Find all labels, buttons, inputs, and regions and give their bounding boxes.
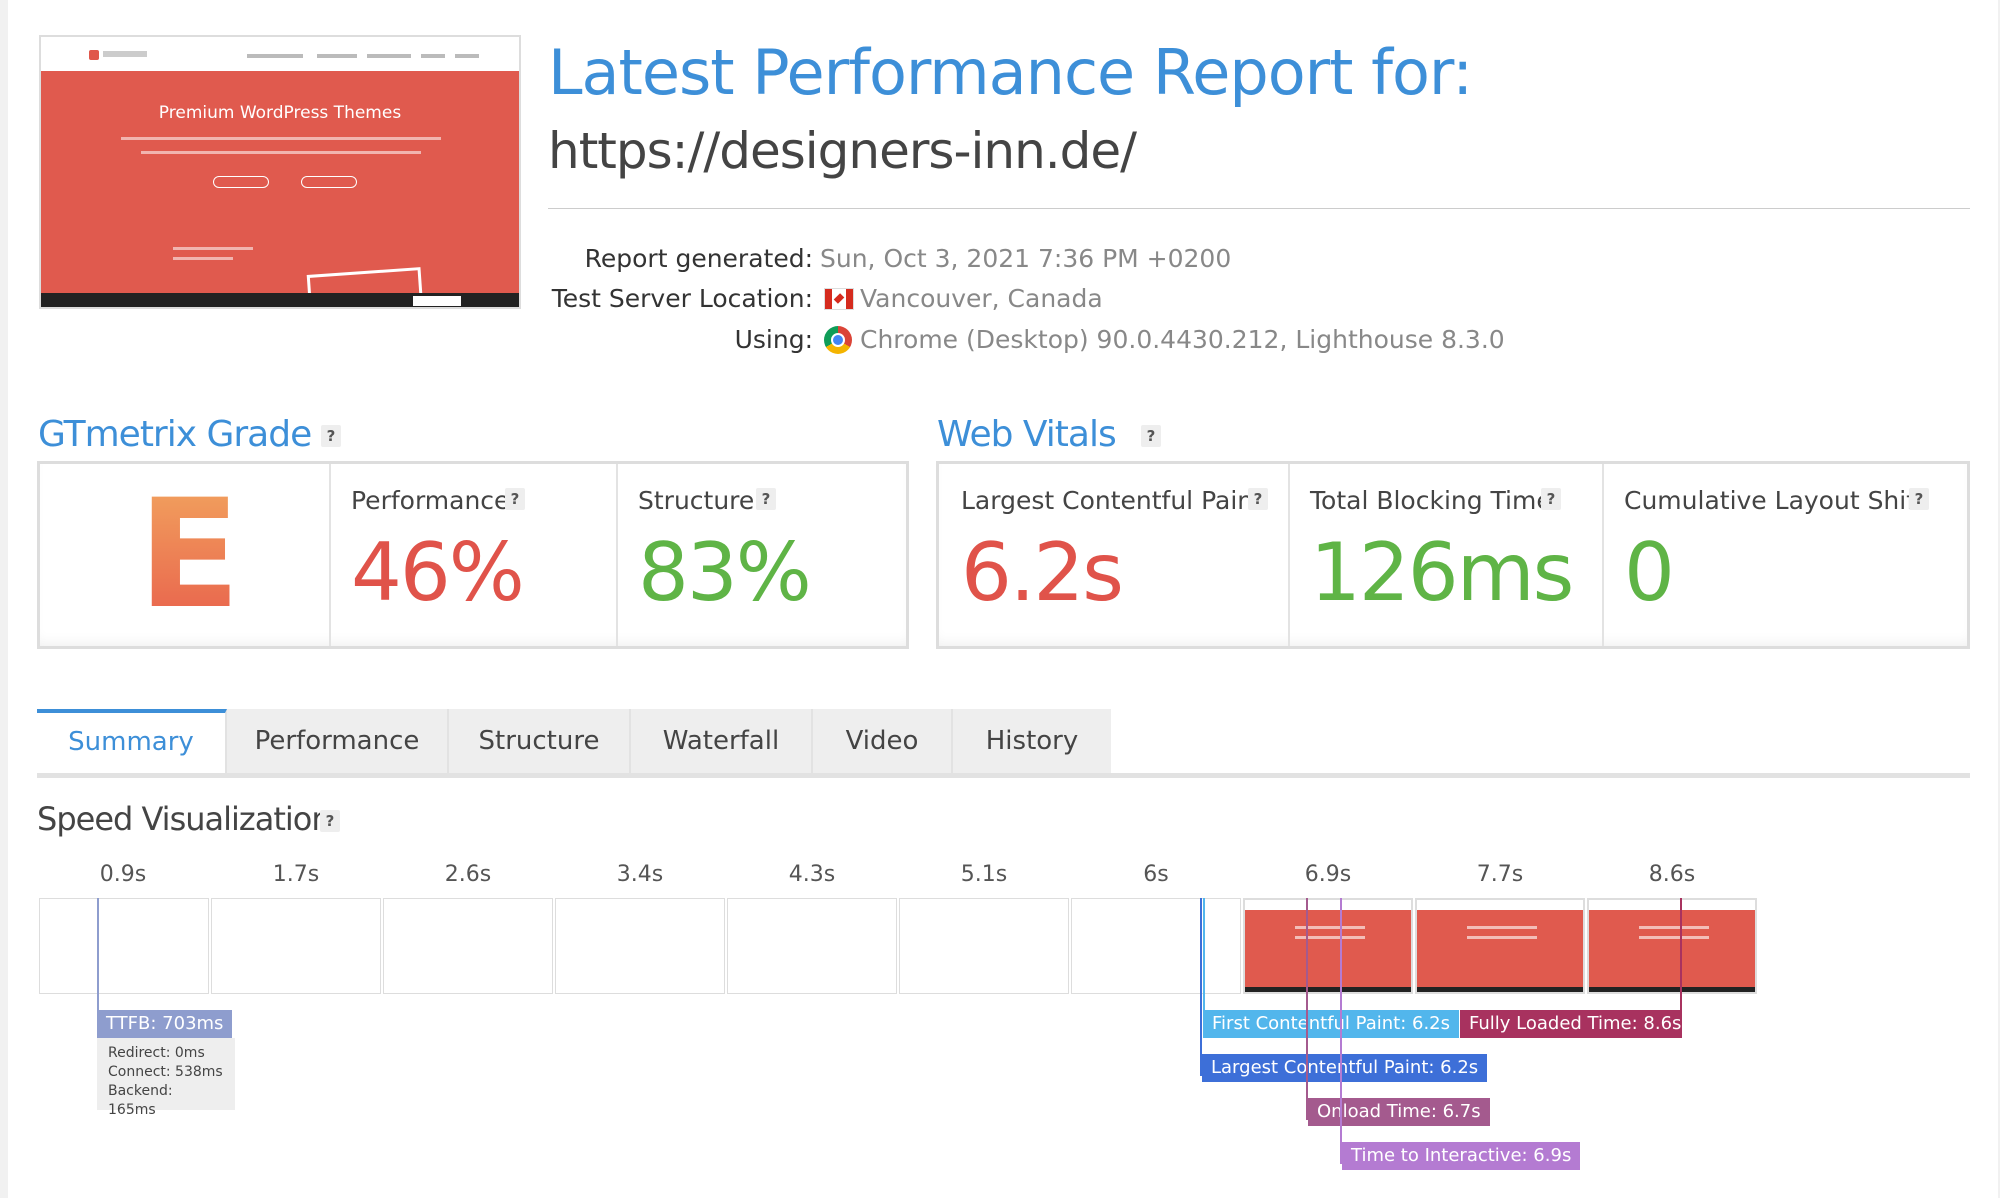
tick-label: 0.9s <box>99 862 147 887</box>
ttfb-connect: Connect: 538ms <box>108 1064 223 1080</box>
site-screenshot-thumbnail[interactable]: Premium WordPress Themes <box>39 35 521 309</box>
report-page: Premium WordPress Themes Latest Performa… <box>8 0 1998 1198</box>
fully-loaded-marker-line <box>1680 898 1682 1034</box>
performance-label: Performance <box>351 486 510 515</box>
tab-waterfall[interactable]: Waterfall <box>631 709 813 773</box>
lcp-help-icon[interactable]: ? <box>1248 488 1268 510</box>
tick-label: 4.3s <box>788 862 836 887</box>
tbt-help-icon[interactable]: ? <box>1541 488 1561 510</box>
gtmetrix-grade-panel: E Performance ? 46% Structure ? 83% <box>37 461 909 649</box>
tick-label: 8.6s <box>1648 862 1696 887</box>
thumbnail-nav <box>41 37 519 71</box>
filmstrip-frame-rendered[interactable] <box>1587 898 1757 994</box>
filmstrip-frame[interactable] <box>211 898 381 994</box>
ttfb-breakdown: Redirect: 0ms Connect: 538ms Backend: 16… <box>97 1038 235 1118</box>
chrome-icon <box>824 326 852 354</box>
tti-label[interactable]: Time to Interactive: 6.9s <box>1342 1142 1581 1170</box>
lcp-marker-label[interactable]: Largest Contentful Paint: 6.2s <box>1202 1054 1488 1082</box>
report-generated-label: Report generated: <box>584 244 813 273</box>
tab-structure[interactable]: Structure <box>449 709 631 773</box>
tick-label: 3.4s <box>616 862 664 887</box>
report-generated-value: Sun, Oct 3, 2021 7:36 PM +0200 <box>820 244 1232 273</box>
onload-marker-line <box>1306 898 1308 1120</box>
tab-history[interactable]: History <box>953 709 1111 773</box>
tti-marker-line <box>1340 898 1342 1164</box>
cls-cell: Cumulative Layout Shift ? 0 <box>1602 464 1967 646</box>
tick-label: 1.7s <box>272 862 320 887</box>
filmstrip-frame[interactable] <box>39 898 209 994</box>
lcp-cell: Largest Contentful Paint ? 6.2s <box>939 464 1290 646</box>
tick-label: 2.6s <box>444 862 492 887</box>
thumbnail-cookie-bar <box>41 293 519 307</box>
ttfb-redirect: Redirect: 0ms <box>108 1045 205 1061</box>
fcp-marker-line <box>1203 898 1205 1010</box>
cls-help-icon[interactable]: ? <box>1909 488 1929 510</box>
structure-label: Structure <box>638 486 755 515</box>
structure-help-icon[interactable]: ? <box>756 488 776 510</box>
tabs-underline <box>37 773 1970 778</box>
tick-label: 6.9s <box>1304 862 1352 887</box>
filmstrip-frame[interactable] <box>555 898 725 994</box>
performance-help-icon[interactable]: ? <box>505 488 525 510</box>
performance-cell: Performance ? 46% <box>329 464 618 646</box>
speed-visualization-help-icon[interactable]: ? <box>320 810 340 832</box>
thumbnail-logo-icon <box>89 50 99 60</box>
structure-value: 83% <box>638 526 812 619</box>
tab-performance[interactable]: Performance <box>227 709 449 773</box>
cls-value: 0 <box>1624 526 1675 619</box>
web-vitals-title: Web Vitals <box>937 414 1117 455</box>
tab-video[interactable]: Video <box>813 709 953 773</box>
structure-cell: Structure ? 83% <box>616 464 906 646</box>
ttfb-marker-line <box>97 898 99 1010</box>
tbt-label: Total Blocking Time <box>1310 486 1552 515</box>
ttfb-label[interactable]: TTFB: 703ms <box>97 1010 233 1038</box>
thumbnail-hero: Premium WordPress Themes <box>41 71 519 307</box>
filmstrip-frame[interactable] <box>1071 898 1241 994</box>
tick-label: 5.1s <box>960 862 1008 887</box>
server-location-value: Vancouver, Canada <box>860 284 1103 313</box>
header-divider <box>548 208 1970 209</box>
server-location-label: Test Server Location: <box>551 284 813 313</box>
gtmetrix-grade-title: GTmetrix Grade <box>38 414 312 455</box>
speed-visualization-title: Speed Visualization <box>37 800 332 838</box>
thumbnail-hero-title: Premium WordPress Themes <box>158 103 402 123</box>
fcp-label[interactable]: First Contentful Paint: 6.2s <box>1203 1010 1459 1038</box>
tick-label: 6s <box>1143 862 1169 887</box>
filmstrip-frame[interactable] <box>899 898 1069 994</box>
grade-help-icon[interactable]: ? <box>321 425 341 447</box>
ttfb-backend: Backend: 165ms <box>108 1083 173 1118</box>
filmstrip-frame-rendered[interactable] <box>1415 898 1585 994</box>
grade-cell: E <box>40 464 331 646</box>
web-vitals-help-icon[interactable]: ? <box>1141 425 1161 447</box>
filmstrip-frame-rendered[interactable] <box>1243 898 1413 994</box>
filmstrip-frame[interactable] <box>383 898 553 994</box>
using-value: Chrome (Desktop) 90.0.4430.212, Lighthou… <box>860 325 1505 354</box>
grade-letter: E <box>138 468 241 642</box>
using-label: Using: <box>734 325 813 354</box>
tick-label: 7.7s <box>1476 862 1524 887</box>
lcp-marker-line <box>1200 898 1202 1076</box>
lcp-label: Largest Contentful Paint <box>961 486 1263 515</box>
onload-label[interactable]: Onload Time: 6.7s <box>1308 1098 1490 1126</box>
tbt-cell: Total Blocking Time ? 126ms <box>1288 464 1604 646</box>
report-title: Latest Performance Report for: <box>548 36 1473 109</box>
cls-label: Cumulative Layout Shift <box>1624 486 1925 515</box>
canada-flag-icon <box>824 288 854 310</box>
web-vitals-panel: Largest Contentful Paint ? 6.2s Total Bl… <box>936 461 1970 649</box>
performance-value: 46% <box>351 526 525 619</box>
fully-loaded-label[interactable]: Fully Loaded Time: 8.6s <box>1460 1010 1682 1038</box>
lcp-value: 6.2s <box>961 526 1124 619</box>
tab-summary[interactable]: Summary <box>37 709 227 773</box>
filmstrip-frame[interactable] <box>727 898 897 994</box>
report-url[interactable]: https://designers-inn.de/ <box>548 122 1137 180</box>
tbt-value: 126ms <box>1310 526 1574 619</box>
